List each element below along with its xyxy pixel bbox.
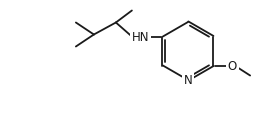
Text: O: O <box>227 60 237 72</box>
Text: HN: HN <box>132 31 150 44</box>
Text: N: N <box>184 74 192 87</box>
